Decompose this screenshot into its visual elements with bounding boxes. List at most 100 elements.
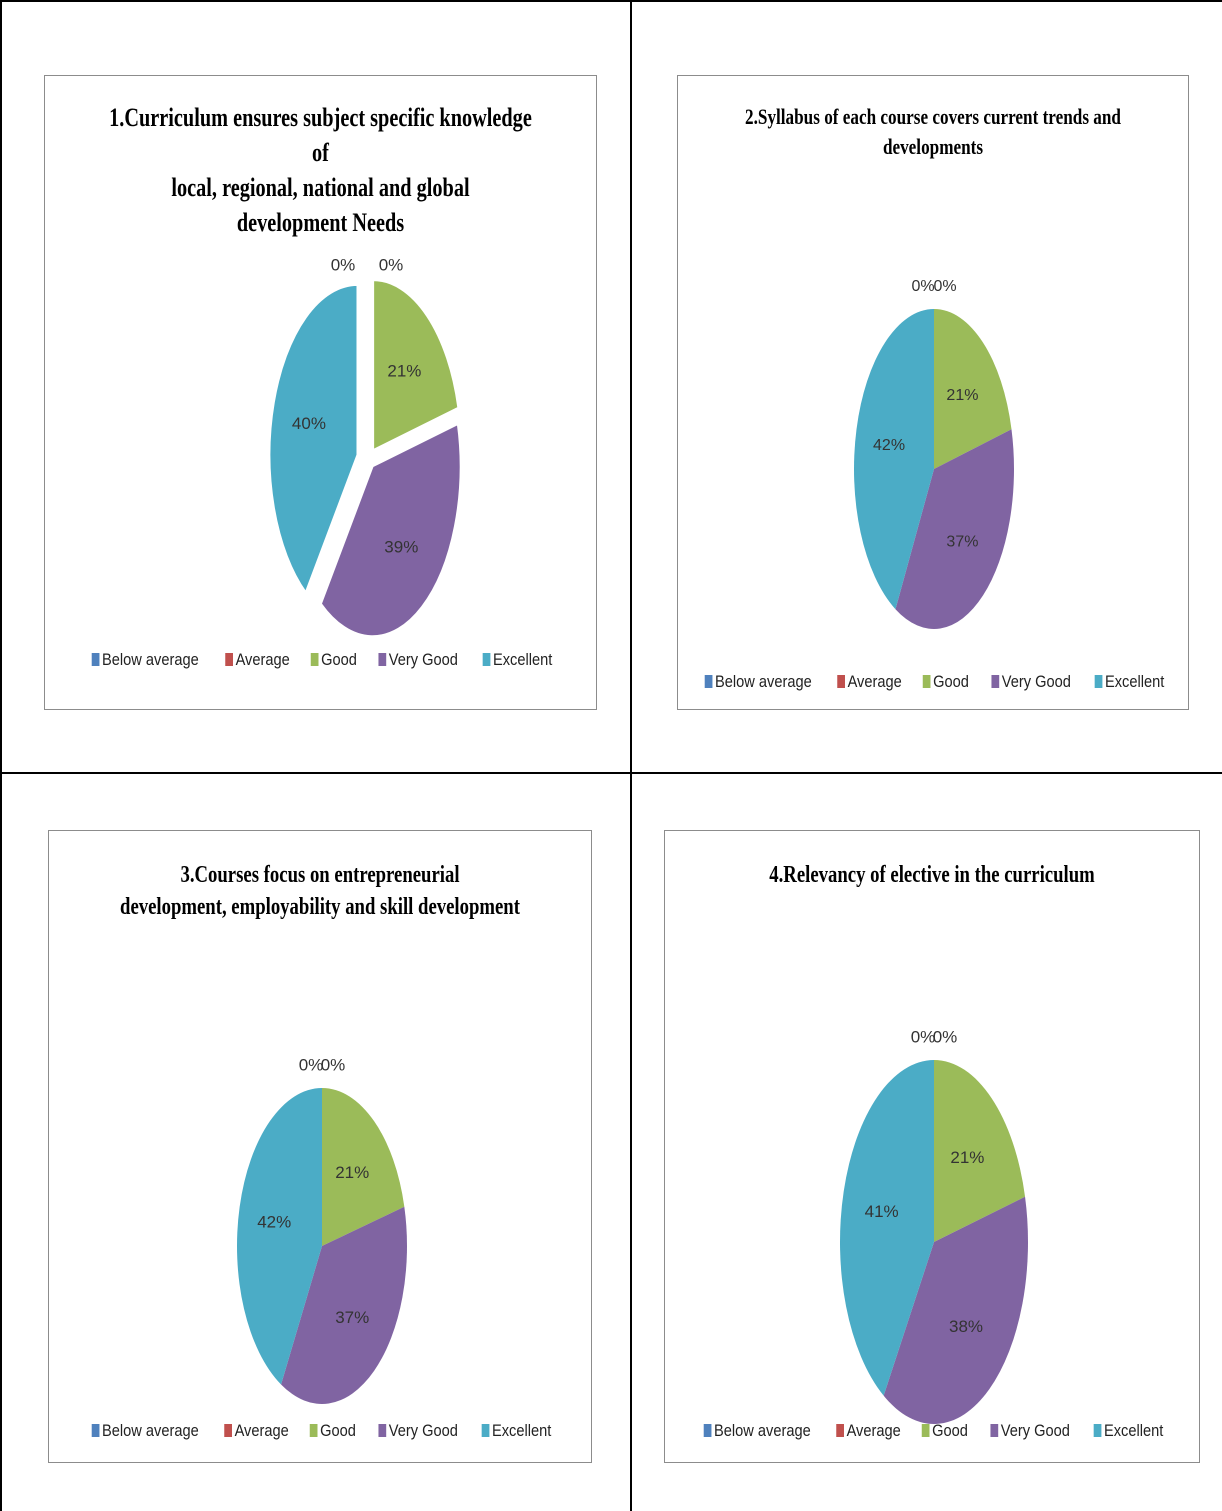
data-label-average: 0% (933, 278, 956, 295)
chart-title-1: 1.Curriculum ensures subject specific kn… (106, 100, 536, 240)
chart-panel-1: 21% 39% 40% 0% 0% 1.Curriculum ensures subje… (44, 75, 597, 710)
chart-title-line: development Needs (236, 208, 405, 238)
data-label-very-good: 37% (946, 534, 978, 551)
legend-item-below-average: Below average (92, 650, 199, 670)
chart-panel-4: 21% 38% 41% 0% 0% 4.Relevancy of elective in… (664, 830, 1200, 1463)
legend-swatch (378, 653, 387, 666)
pie-slice-very-good (281, 1206, 407, 1404)
chart-title-line: 2.Syllabus of each course covers current… (745, 104, 1121, 129)
pie-svg-1: 21% 39% 40% 0% 0% (268, 255, 462, 638)
legend-label: Excellent (1105, 672, 1165, 691)
legend-item-excellent: Excellent (1093, 1421, 1164, 1441)
legend-item-good: Good (310, 1421, 356, 1441)
legend-item-very-good: Very Good (991, 672, 1071, 692)
legend-label: Average (234, 1421, 290, 1440)
legend-label: Excellent (492, 650, 553, 669)
chart-title-line: 3.Courses focus on entrepreneurial (180, 862, 460, 888)
legend-label: Very Good (388, 1421, 458, 1440)
legend-swatch (1093, 1424, 1102, 1437)
data-label-very-good: 37% (335, 1308, 369, 1327)
legend-swatch (482, 653, 491, 666)
data-label-good: 21% (946, 387, 978, 404)
legend-label: Good (932, 1421, 969, 1440)
legend-item-average: Average (836, 1421, 902, 1441)
data-label-below-average: 0% (911, 1027, 936, 1046)
legend-swatch (310, 653, 319, 666)
legend-swatch (837, 675, 846, 688)
legend-item-below-average: Below average (91, 1421, 199, 1441)
legend-swatch (481, 1424, 490, 1437)
chart-panel-2: 21% 37% 42% 0% 0% 2.Syllabus of each course … (677, 75, 1189, 710)
legend-item-average: Average (225, 650, 290, 670)
pie-slice-good (934, 1060, 1026, 1242)
legend-item-very-good: Very Good (378, 650, 458, 670)
legend-label: Excellent (1104, 1421, 1164, 1440)
legend-swatch (836, 1424, 845, 1437)
legend-item-good: Good (922, 1421, 968, 1441)
pie-svg-3: 21% 37% 42% 0%0% (236, 1055, 407, 1404)
pie-slice-good (372, 279, 460, 452)
legend-label: Good (320, 650, 357, 669)
data-label-below-average: 0% (911, 278, 934, 295)
data-label-good: 21% (387, 362, 421, 381)
legend-label: Excellent (492, 1421, 552, 1440)
legend-swatch (378, 1424, 387, 1437)
legend-label: Average (846, 1421, 902, 1440)
chart-title-line: local, regional, national and global (171, 173, 470, 203)
chart-title-line: 1.Curriculum ensures subject specific kn… (109, 103, 532, 168)
pie-slice-very-good (319, 422, 462, 638)
chart-title-line: developments (882, 133, 984, 159)
legend-2: Below average Average Good Very Good Excelle… (678, 672, 1188, 692)
legend-label: Average (847, 672, 903, 691)
legend-label: Very Good (1001, 672, 1071, 691)
legend-item-below-average: Below average (704, 672, 812, 692)
pie-slice-excellent (268, 283, 359, 595)
legend-item-good: Good (923, 672, 969, 692)
data-label-excellent: 41% (865, 1202, 899, 1221)
data-label-excellent: 40% (292, 414, 326, 433)
legend-label: Below average (713, 1421, 811, 1440)
data-label-very-good: 38% (949, 1317, 983, 1336)
legend-label: Good (933, 672, 970, 691)
data-label-good: 21% (950, 1148, 984, 1167)
legend-swatch (92, 653, 100, 666)
pie-slice-very-good (883, 1196, 1028, 1424)
legend-swatch (923, 675, 931, 688)
legend-item-average: Average (837, 672, 903, 692)
legend-item-excellent: Excellent (481, 1421, 552, 1441)
pie-slice-excellent (236, 1088, 322, 1385)
pie-slice-good (322, 1088, 405, 1246)
legend-label: Below average (714, 672, 812, 691)
pie-slice-very-good (895, 429, 1014, 629)
data-label-average: 0% (379, 255, 404, 274)
chart-title-line: 4.Relevancy of elective in the curriculu… (769, 862, 1095, 888)
table-border-top (0, 0, 1222, 2)
legend-label: Very Good (1000, 1421, 1070, 1440)
legend-swatch (704, 675, 713, 688)
legend-swatch (922, 1424, 930, 1437)
legend-label: Good (320, 1421, 357, 1440)
legend-label: Average (235, 650, 290, 669)
legend-swatch (991, 675, 1000, 688)
chart-title-line: development, employability and skill dev… (120, 894, 520, 921)
legend-item-good: Good (310, 650, 357, 670)
legend-swatch (225, 653, 233, 666)
pie-slice-good (934, 309, 1012, 469)
legend-1: Below average Average Good Very Good Excelle… (45, 650, 596, 670)
pie-slice-excellent (854, 309, 934, 610)
legend-3: Below average Average Good Very Good Excelle… (49, 1421, 591, 1441)
legend-label: Below average (102, 650, 200, 669)
data-label-good: 21% (335, 1163, 369, 1182)
legend-item-excellent: Excellent (482, 650, 552, 670)
legend-swatch (224, 1424, 233, 1437)
table-border-left (0, 0, 2, 1511)
chart-panel-3: 21% 37% 42% 0% 0% 3.Courses focus on entrepr… (48, 830, 592, 1463)
pie-svg-2: 21% 37% 42% 0%0% (854, 278, 1014, 629)
legend-swatch (310, 1424, 318, 1437)
legend-item-excellent: Excellent (1094, 672, 1165, 692)
data-label-very-good: 39% (384, 537, 418, 556)
legend-item-below-average: Below average (703, 1421, 811, 1441)
table-border-middle-horizontal (0, 772, 1222, 774)
legend-swatch (91, 1424, 100, 1437)
